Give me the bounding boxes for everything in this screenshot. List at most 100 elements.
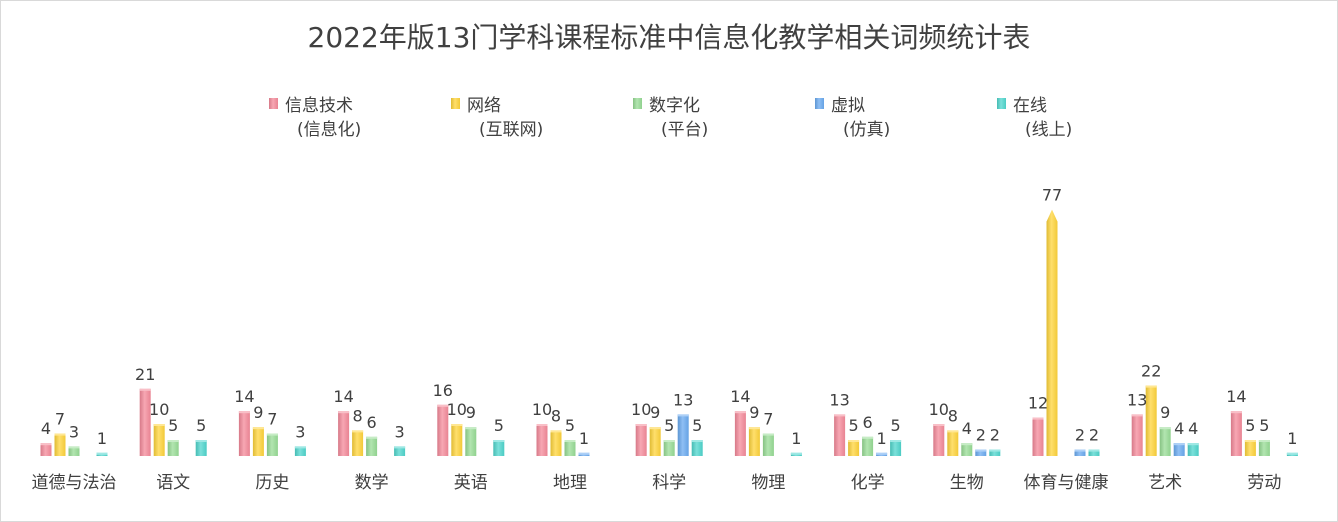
bar [167, 440, 179, 456]
legend-label: 信息技术 [285, 96, 353, 116]
bar-cap [54, 433, 66, 436]
bar-cap [578, 452, 590, 455]
bar [465, 427, 477, 456]
bar-cap [564, 440, 576, 442]
value-label: 7 [55, 410, 65, 429]
bar [1032, 417, 1044, 456]
bar-cap [1032, 417, 1044, 420]
value-label: 5 [692, 416, 702, 435]
legend-sublabel: (平台) [661, 120, 708, 140]
bar [890, 440, 902, 456]
category-label: 体育与健康 [1024, 473, 1109, 493]
value-label: 1 [97, 429, 107, 448]
bar [1173, 443, 1185, 456]
bar [734, 411, 746, 456]
bar-cap [338, 411, 350, 414]
bar [437, 404, 449, 456]
value-label: 10 [631, 400, 651, 419]
bar [139, 388, 151, 456]
category-label: 物理 [751, 473, 785, 493]
bar-cap [96, 452, 108, 455]
value-label: 8 [551, 406, 561, 425]
bar [266, 433, 278, 456]
legend-label: 虚拟 [831, 96, 865, 116]
category-axis: 道德与法治 语文 历史 数学 英语 地理 科学 物理 化学 生物 体育与健康 艺术 劳动 [32, 473, 1282, 493]
legend-sublabel: (线上) [1025, 120, 1072, 140]
bar-cap [1145, 385, 1157, 388]
bar-cap [691, 440, 703, 442]
value-label: 5 [664, 416, 674, 435]
legend-label: 数字化 [649, 96, 700, 116]
value-label: 5 [1245, 416, 1255, 435]
bar [961, 443, 973, 456]
value-label: 5 [196, 416, 206, 435]
bar [40, 443, 52, 456]
bar-cap [550, 430, 562, 433]
bar-cap [975, 449, 987, 452]
value-label: 9 [650, 403, 660, 422]
bar [1244, 440, 1256, 456]
bar-cap [762, 433, 774, 436]
category-label: 历史 [255, 473, 289, 493]
value-label: 2 [1075, 426, 1085, 445]
category-label: 生物 [950, 473, 984, 493]
bar [366, 436, 378, 456]
bar-cap [366, 436, 378, 439]
bar-cap [947, 430, 959, 433]
bar [352, 430, 364, 456]
bar-cap [266, 433, 278, 436]
bar-cap [394, 446, 406, 449]
bar-cap [748, 427, 760, 430]
chart-title: 2022年版13门学科课程标准中信息化教学相关词频统计表 [308, 21, 1031, 54]
bar-cap [933, 424, 945, 426]
bar [564, 440, 576, 456]
bar-cap [68, 446, 80, 449]
legend-swatch [997, 98, 1006, 109]
value-label: 14 [234, 387, 254, 406]
value-label: 2 [990, 426, 1000, 445]
value-label: 10 [929, 400, 949, 419]
value-label: 1 [1287, 429, 1297, 448]
bar [54, 433, 66, 456]
category-label: 艺术 [1148, 473, 1182, 493]
value-label: 2 [976, 426, 986, 445]
category-label: 化学 [851, 473, 885, 493]
bar [1088, 449, 1100, 456]
bar [1131, 414, 1143, 456]
bar-cap [536, 424, 548, 426]
bar [691, 440, 703, 456]
value-label: 13 [1127, 390, 1147, 409]
value-label: 16 [433, 381, 453, 400]
bar [1046, 209, 1058, 456]
bar-cap [238, 411, 250, 414]
bar-cap [890, 440, 902, 442]
category-label: 地理 [553, 473, 587, 493]
bar [989, 449, 1001, 456]
legend-swatch [451, 98, 460, 109]
bar-cap [40, 443, 52, 446]
value-label: 4 [41, 419, 51, 438]
value-label: 1 [791, 429, 801, 448]
category-label: 数学 [355, 473, 389, 493]
value-label: 13 [673, 390, 693, 409]
category-label: 语文 [156, 473, 190, 493]
value-label: 8 [948, 406, 958, 425]
value-label: 9 [749, 403, 759, 422]
value-label: 5 [565, 416, 575, 435]
value-label: 8 [353, 406, 363, 425]
value-label: 12 [1028, 394, 1048, 413]
value-label: 4 [1174, 419, 1184, 438]
bar-cap [294, 446, 306, 449]
bar [1258, 440, 1270, 456]
bar [1074, 449, 1086, 456]
legend-swatch [269, 98, 278, 109]
bar [153, 424, 165, 456]
bar-cap [663, 440, 675, 442]
bar-cap [139, 388, 151, 391]
value-label: 9 [253, 403, 263, 422]
bar [834, 414, 846, 456]
bar-cap [352, 430, 364, 433]
bar-cap [1187, 443, 1199, 446]
value-label: 14 [1226, 387, 1246, 406]
